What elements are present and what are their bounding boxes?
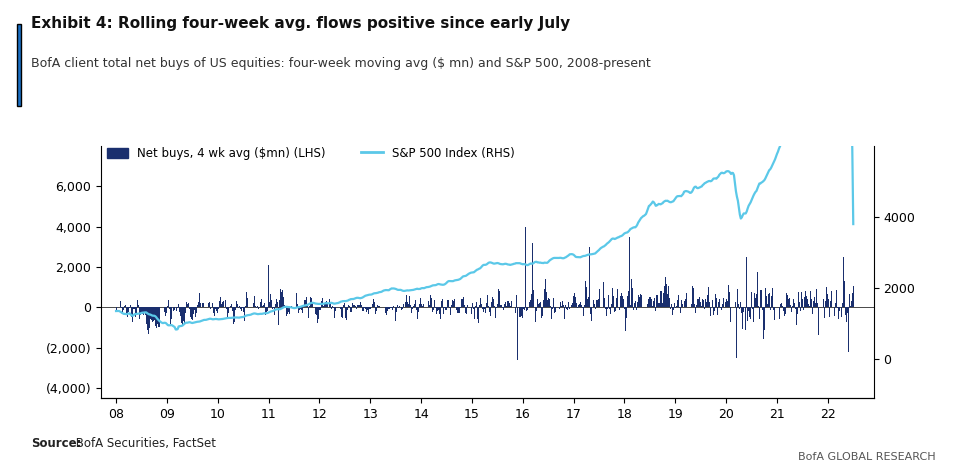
Legend: Net buys, 4 wk avg ($mn) (LHS), S&P 500 Index (RHS): Net buys, 4 wk avg ($mn) (LHS), S&P 500 … xyxy=(107,147,515,160)
Text: BofA Securities, FactSet: BofA Securities, FactSet xyxy=(72,437,216,450)
Text: Exhibit 4: Rolling four-week avg. flows positive since early July: Exhibit 4: Rolling four-week avg. flows … xyxy=(31,16,570,32)
Text: BofA GLOBAL RESEARCH: BofA GLOBAL RESEARCH xyxy=(799,452,936,462)
Text: Source:: Source: xyxy=(31,437,82,450)
Text: BofA client total net buys of US equities: four-week moving avg ($ mn) and S&P 5: BofA client total net buys of US equitie… xyxy=(31,57,651,70)
